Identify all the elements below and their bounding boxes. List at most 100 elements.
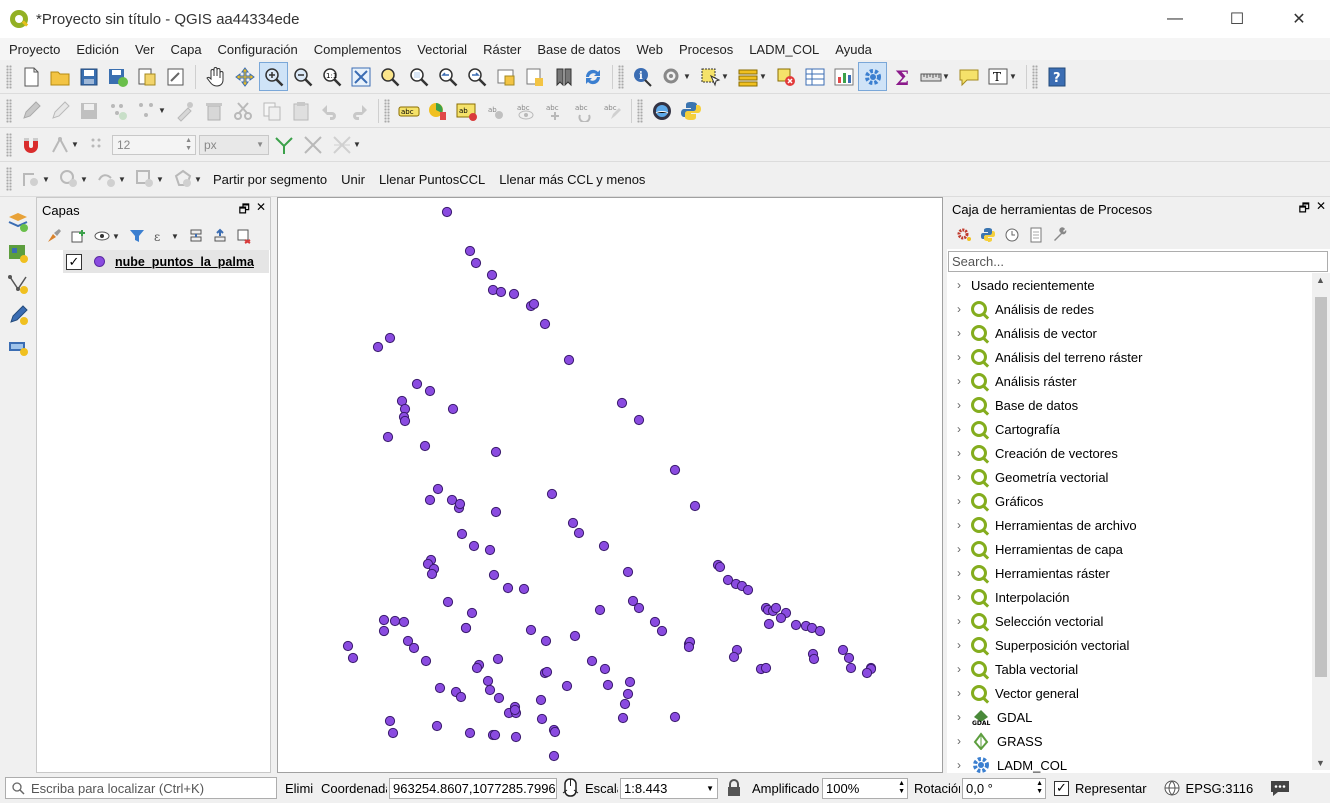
zoom-out-icon[interactable] [288, 62, 317, 91]
undock-icon[interactable]: 🗗 [1298, 200, 1310, 215]
layer-labeling-icon[interactable]: abc [394, 96, 423, 125]
chevron-right-icon[interactable]: › [957, 350, 961, 364]
tree-item-group[interactable]: › Superposición vectorial [947, 633, 1309, 657]
menu-capa[interactable]: Capa [170, 41, 202, 57]
show-hide-labels-icon[interactable]: abc [510, 96, 539, 125]
tree-item-group[interactable]: › Análisis ráster [947, 369, 1309, 393]
menu-edicion[interactable]: Edición [76, 41, 119, 57]
chevron-right-icon[interactable]: › [957, 326, 961, 340]
menu-complementos[interactable]: Complementos [313, 41, 402, 57]
snapping-tolerance-spinbox[interactable]: 12 ▲ ▼ [112, 134, 196, 155]
snapping-magnet-icon[interactable] [16, 130, 45, 159]
select-by-expression-icon[interactable] [733, 62, 762, 91]
chevron-right-icon[interactable]: › [957, 278, 961, 292]
chevron-down-icon[interactable]: ▼ [158, 106, 166, 115]
cut-features-icon[interactable] [228, 96, 257, 125]
text-annotation-icon[interactable]: T [983, 62, 1012, 91]
toolbar-grip[interactable] [6, 167, 12, 191]
tree-item-provider[interactable]: › GRASS [947, 729, 1309, 753]
tree-item-group[interactable]: › Cartografía [947, 417, 1309, 441]
chevron-right-icon[interactable]: › [957, 470, 961, 484]
options-wrench-icon[interactable] [1049, 224, 1071, 246]
current-edits-icon[interactable] [16, 96, 45, 125]
tree-item-group[interactable]: › Vector general [947, 681, 1309, 705]
tree-item-group[interactable]: › Interpolación [947, 585, 1309, 609]
toggle-extents-mouse-icon[interactable] [560, 777, 582, 799]
chevron-right-icon[interactable]: › [957, 686, 961, 700]
snapping-unit-combo[interactable]: px ▼ [199, 134, 269, 155]
chevron-right-icon[interactable]: › [957, 590, 961, 604]
help-icon[interactable]: ? [1042, 62, 1071, 91]
zoom-native-resolution-icon[interactable]: 1:1 [317, 62, 346, 91]
highlight-pinned-labels-icon[interactable]: ab [452, 96, 481, 125]
tree-item-group[interactable]: › Análisis de vector [947, 321, 1309, 345]
chevron-right-icon[interactable]: › [957, 638, 961, 652]
llenar-mas-ccl-button[interactable]: Llenar más CCL y menos [499, 171, 646, 187]
snap-vertex-icon[interactable] [45, 130, 74, 159]
tree-item-group[interactable]: › Selección vectorial [947, 609, 1309, 633]
spin-arrows-icon[interactable]: ▲ ▼ [1036, 780, 1043, 795]
chevron-down-icon[interactable]: ▼ [156, 174, 164, 184]
close-button[interactable]: ✕ [1292, 11, 1306, 28]
open-layer-styling-icon[interactable] [43, 225, 65, 247]
chevron-down-icon[interactable]: ▼ [942, 72, 950, 81]
tree-item-group[interactable]: › Base de datos [947, 393, 1309, 417]
render-checkbox[interactable]: ✓ [1054, 780, 1069, 796]
messages-icon[interactable] [1269, 778, 1291, 798]
tracing-icon[interactable] [327, 130, 356, 159]
simplify-feature-icon[interactable] [54, 165, 83, 194]
scrollbar-thumb[interactable] [1315, 297, 1327, 677]
crs-globe-icon[interactable] [1163, 779, 1181, 797]
modify-attributes-icon[interactable] [170, 96, 199, 125]
collapse-all-icon[interactable] [209, 225, 231, 247]
new-print-layout-icon[interactable] [132, 62, 161, 91]
chevron-down-icon[interactable]: ▼ [194, 174, 202, 184]
zoom-full-icon[interactable] [346, 62, 375, 91]
open-project-icon[interactable] [45, 62, 74, 91]
chevron-down-icon[interactable]: ▼ [42, 174, 50, 184]
toolbar-grip[interactable] [6, 64, 12, 89]
tree-item-group[interactable]: › Geometría vectorial [947, 465, 1309, 489]
chevron-down-icon[interactable]: ▼ [721, 72, 729, 81]
paste-features-icon[interactable] [286, 96, 315, 125]
statistical-summary-icon[interactable] [829, 62, 858, 91]
add-ring-icon[interactable] [16, 165, 45, 194]
chevron-down-icon[interactable]: ▼ [683, 72, 691, 81]
toolbar-grip[interactable] [637, 98, 643, 123]
chevron-down-icon[interactable]: ▼ [1009, 72, 1017, 81]
layer-diagram-icon[interactable] [423, 96, 452, 125]
run-feature-action-icon[interactable] [657, 62, 686, 91]
map-canvas[interactable] [277, 197, 943, 773]
tree-item-group[interactable]: › Creación de vectores [947, 441, 1309, 465]
undock-icon[interactable]: 🗗 [238, 201, 250, 216]
change-label-icon[interactable]: abc [597, 96, 626, 125]
chevron-right-icon[interactable]: › [957, 758, 961, 772]
snap-segment-icon[interactable] [83, 130, 112, 159]
locator-input[interactable]: Escriba para localizar (Ctrl+K) [5, 777, 277, 799]
new-map-view-icon[interactable] [491, 62, 520, 91]
show-bookmarks-icon[interactable] [549, 62, 578, 91]
chevron-down-icon[interactable]: ▼ [171, 231, 179, 241]
add-group-icon[interactable] [67, 225, 89, 247]
zoom-to-layer-icon[interactable] [404, 62, 433, 91]
chevron-down-icon[interactable]: ▼ [71, 140, 79, 149]
processing-tree-scrollbar[interactable]: ▲ ▼ [1312, 273, 1330, 770]
copy-features-icon[interactable] [257, 96, 286, 125]
new-shapefile-icon[interactable] [4, 269, 33, 298]
scroll-up-icon[interactable]: ▲ [1316, 275, 1325, 285]
menu-procesos[interactable]: Procesos [679, 41, 734, 57]
tree-item-group[interactable]: › Herramientas de archivo [947, 513, 1309, 537]
magnifier-spinbox[interactable]: 100% ▲ ▼ [822, 777, 908, 799]
tree-item-group[interactable]: › Tabla vectorial [947, 657, 1309, 681]
chevron-right-icon[interactable]: › [957, 542, 961, 556]
new-project-icon[interactable] [16, 62, 45, 91]
chevron-right-icon[interactable]: › [957, 422, 961, 436]
menu-ver[interactable]: Ver [134, 41, 155, 57]
menu-ayuda[interactable]: Ayuda [835, 41, 872, 57]
models-gear-icon[interactable] [953, 224, 975, 246]
vertex-tool-icon[interactable] [132, 96, 161, 125]
chevron-right-icon[interactable]: › [957, 662, 961, 676]
close-panel-icon[interactable]: ✕ [1315, 198, 1326, 213]
remove-layer-icon[interactable] [233, 225, 255, 247]
tree-item-recent[interactable]: › Usado recientemente [947, 273, 1309, 297]
